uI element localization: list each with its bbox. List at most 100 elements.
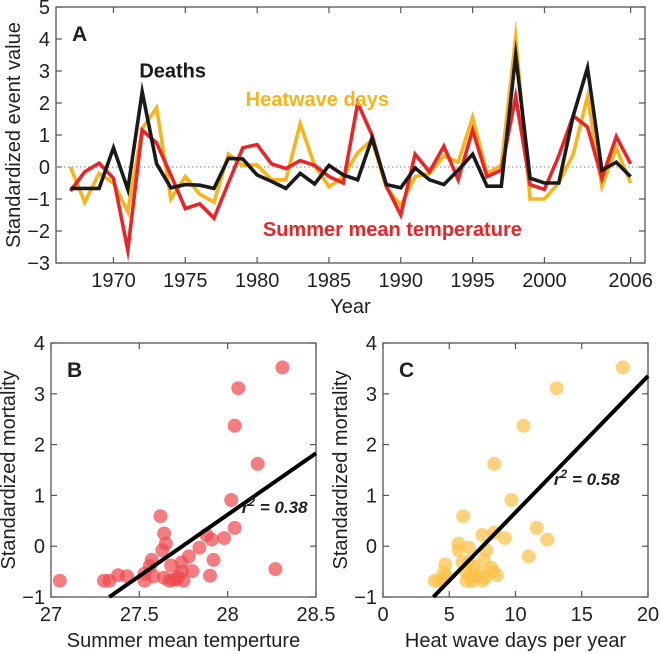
scatter-point [206,552,221,567]
panel-label: A [72,23,87,46]
y-tick-label: −1 [22,587,45,609]
scatter-point [472,565,487,580]
y-tick-label: −1 [27,189,50,211]
y-tick-label: 2 [366,435,377,457]
y-tick-label: 4 [34,333,45,355]
r-squared-exponent: 2 [560,467,568,481]
y-tick-label: 2 [39,93,50,115]
x-tick-label: 1970 [91,270,136,292]
panel-label: B [67,359,82,382]
x-tick-label: 1995 [450,270,495,292]
y-tick-label: 0 [366,536,377,558]
x-tick-label: 5 [444,604,455,626]
scatter-point [52,573,67,588]
plot-frame [50,342,317,598]
scatter-point [475,528,490,542]
regression-line [431,374,650,599]
x-tick-label: 1980 [235,270,280,292]
x-tick-label: 10 [504,604,526,626]
x-tick-label: 27 [40,604,62,626]
x-tick-label: 1985 [307,270,352,292]
series-line-heatwave-days [68,19,633,218]
x-tick-label: 1975 [163,270,208,292]
series-line-summer-mean-temperature [68,86,633,262]
scatter-point [217,531,232,546]
scatter-point [462,540,477,555]
scatter-point [153,509,168,524]
y-axis-title: Standardized mortality [330,371,352,570]
scatter-point [462,569,477,584]
scatter-point [615,360,630,375]
scatter-point [549,381,564,396]
y-tick-label: 0 [34,536,45,558]
scatter-point [504,493,519,507]
series-label: Deaths [139,60,206,82]
r-squared-label: r2 = 0.38 [242,495,308,517]
scatter-point [275,360,290,375]
y-tick-label: −2 [27,221,50,243]
y-tick-label: 0 [39,157,50,179]
r-squared-r: r [554,470,562,489]
scatter-point [224,493,239,507]
y-tick-label: 1 [34,485,45,507]
scatter-point [521,549,536,564]
x-tick-label: 27.5 [120,604,159,626]
scatter-point [171,569,186,584]
x-axis-title: Heat wave days per year [405,630,627,652]
r-squared-value: = 0.58 [567,470,620,489]
y-tick-label: 3 [39,61,50,83]
x-tick-label: 1990 [379,270,424,292]
x-tick-label: 2000 [522,270,567,292]
y-tick-label: 1 [39,125,50,147]
scatter-point [540,532,555,547]
regression-line [108,451,318,599]
scatter-point [227,520,242,535]
scatter-point [164,558,179,573]
scatter-point [456,509,471,524]
x-tick-label: 0 [377,604,388,626]
series-line-deaths [70,39,632,197]
scatter-point [489,568,504,583]
y-tick-label: 4 [39,29,50,51]
y-tick-label: 3 [34,384,45,406]
r-squared-value: = 0.38 [255,498,308,517]
scatter-point [497,531,512,546]
x-tick-label: 15 [571,604,593,626]
scatter-point [203,568,217,583]
series-label: Summer mean temperature [263,219,522,241]
scatter-point [487,456,502,471]
scatter-point [155,543,170,558]
y-axis-title: Standardized event value [3,22,25,248]
y-tick-label: 3 [366,384,377,406]
scatter-point [204,532,219,547]
scatter-point [231,381,246,396]
scatter-point [192,540,207,555]
x-axis-title: Summer mean temperture [67,630,300,652]
x-tick-label: 28.5 [297,604,336,626]
panel-b: −1 0 1 2 3 4 27 27.5 28 28.5 Summer mean tempertur… [0,333,335,652]
panel-label: C [399,359,414,382]
series-label: Heatwave days [246,89,389,111]
r-squared-exponent: 2 [247,495,255,509]
scatter-point [185,564,200,579]
scatter-point [529,520,544,535]
y-tick-label: 4 [366,333,377,355]
scatter-point [436,565,451,580]
x-tick-label: 28 [217,604,239,626]
y-axis-title: Standardized mortality [0,371,20,570]
x-tick-label: 20 [637,604,659,626]
x-tick-label: 2006 [608,270,653,292]
y-tick-label: −3 [27,253,50,275]
scatter-point [451,543,466,558]
scatter-point [227,418,242,433]
scatter-point [268,562,283,577]
y-tick-label: 2 [34,435,45,457]
panel-a: −3 −2 −1 0 1 2 3 4 5 1970 1975 1980 1985 1990 1995 2000… [3,0,653,318]
scatter-point [250,456,265,471]
y-tick-label: 1 [366,485,377,507]
r-squared-r: r [242,498,250,517]
scatter-point [97,573,111,588]
scatter-point [516,418,531,433]
